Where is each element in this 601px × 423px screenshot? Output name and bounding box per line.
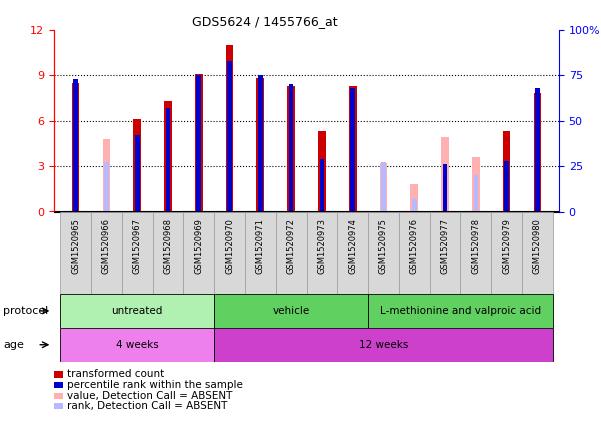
Text: GSM1520971: GSM1520971 <box>256 218 265 274</box>
Text: 12 weeks: 12 weeks <box>359 340 408 350</box>
Text: untreated: untreated <box>112 306 163 316</box>
Text: transformed count: transformed count <box>67 369 165 379</box>
Bar <box>287 86 295 212</box>
Bar <box>166 108 170 212</box>
Bar <box>276 212 307 294</box>
Bar <box>60 328 214 362</box>
Text: GSM1520980: GSM1520980 <box>533 218 542 274</box>
Bar <box>257 78 264 212</box>
Text: vehicle: vehicle <box>272 306 310 316</box>
Text: GSM1520979: GSM1520979 <box>502 218 511 274</box>
Bar <box>320 159 324 212</box>
Bar <box>337 212 368 294</box>
Bar <box>381 162 386 212</box>
Bar <box>474 175 478 212</box>
Text: GSM1520966: GSM1520966 <box>102 218 111 274</box>
Bar <box>441 137 449 212</box>
Bar <box>368 212 399 294</box>
Text: GSM1520977: GSM1520977 <box>441 218 450 274</box>
Bar <box>91 212 122 294</box>
Text: rank, Detection Call = ABSENT: rank, Detection Call = ABSENT <box>67 401 228 411</box>
Bar <box>164 101 172 212</box>
Bar <box>258 75 263 212</box>
Text: percentile rank within the sample: percentile rank within the sample <box>67 380 243 390</box>
Bar <box>410 184 418 212</box>
Text: GSM1520968: GSM1520968 <box>163 218 172 274</box>
Bar <box>350 88 355 212</box>
Bar <box>522 212 553 294</box>
Bar <box>72 82 79 212</box>
Text: age: age <box>3 340 24 350</box>
Text: GSM1520972: GSM1520972 <box>287 218 296 274</box>
Bar <box>503 131 510 212</box>
Text: GSM1520967: GSM1520967 <box>133 218 142 274</box>
Bar <box>60 212 91 294</box>
Bar <box>368 294 553 328</box>
Bar <box>472 157 480 212</box>
Bar <box>307 212 337 294</box>
Bar <box>60 294 214 328</box>
Bar <box>197 75 201 212</box>
Bar <box>153 212 183 294</box>
Bar <box>491 212 522 294</box>
Bar <box>534 93 542 212</box>
Text: GSM1520978: GSM1520978 <box>471 218 480 274</box>
Bar <box>380 163 387 212</box>
Bar <box>122 212 153 294</box>
Bar <box>430 212 460 294</box>
Text: protocol: protocol <box>3 306 48 316</box>
Bar <box>318 131 326 212</box>
Bar <box>214 294 368 328</box>
Text: GSM1520976: GSM1520976 <box>410 218 419 274</box>
Text: GDS5624 / 1455766_at: GDS5624 / 1455766_at <box>192 15 338 28</box>
Text: GSM1520973: GSM1520973 <box>317 218 326 274</box>
Text: GSM1520965: GSM1520965 <box>71 218 80 274</box>
Text: 4 weeks: 4 weeks <box>116 340 159 350</box>
Bar <box>504 161 509 212</box>
Bar <box>104 162 109 212</box>
Bar <box>289 84 293 212</box>
Bar <box>195 74 203 212</box>
Text: GSM1520975: GSM1520975 <box>379 218 388 274</box>
Bar <box>133 119 141 212</box>
Bar <box>443 164 447 212</box>
Text: GSM1520970: GSM1520970 <box>225 218 234 274</box>
Bar <box>245 212 276 294</box>
Bar <box>214 212 245 294</box>
Text: GSM1520974: GSM1520974 <box>348 218 357 274</box>
Text: value, Detection Call = ABSENT: value, Detection Call = ABSENT <box>67 390 233 401</box>
Bar <box>135 135 139 212</box>
Bar <box>535 88 540 212</box>
Bar <box>399 212 430 294</box>
Bar <box>226 45 233 212</box>
Bar <box>227 60 232 212</box>
Text: L-methionine and valproic acid: L-methionine and valproic acid <box>380 306 541 316</box>
Text: GSM1520969: GSM1520969 <box>194 218 203 274</box>
Bar <box>412 199 416 212</box>
Bar <box>73 79 78 212</box>
Bar <box>460 212 491 294</box>
Bar <box>349 86 356 212</box>
Bar <box>103 139 110 212</box>
Bar <box>183 212 214 294</box>
Bar <box>214 328 553 362</box>
